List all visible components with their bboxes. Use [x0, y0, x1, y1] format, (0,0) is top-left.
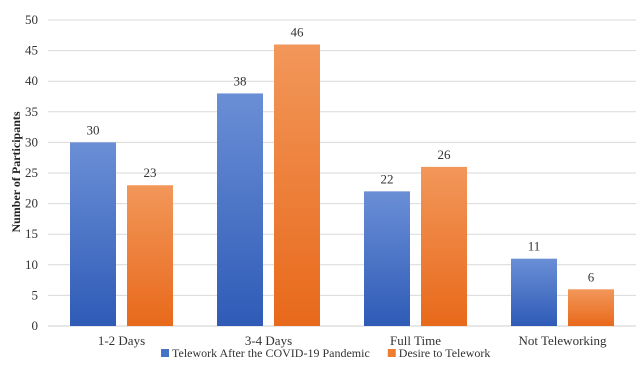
y-tick-label: 15 [25, 226, 38, 241]
y-tick-label: 45 [25, 43, 38, 58]
bar [217, 93, 263, 326]
legend-label: Desire to Telework [399, 346, 491, 360]
bar [364, 191, 410, 326]
data-labels: 30 23 38 46 22 26 11 6 [87, 24, 595, 284]
bar [274, 44, 320, 326]
y-tick-label: 25 [25, 165, 38, 180]
y-tick-label: 35 [25, 104, 38, 119]
bar [127, 185, 173, 326]
x-category-label: Full Time [390, 333, 441, 348]
data-label: 23 [144, 165, 157, 180]
y-tick-label: 0 [32, 318, 39, 333]
y-axis-ticks: 0 5 10 15 20 25 30 35 40 45 50 [25, 12, 38, 333]
y-tick-label: 50 [25, 12, 38, 27]
bar [70, 142, 116, 326]
legend-label: Telework After the COVID-19 Pandemic [172, 346, 370, 360]
x-category-label: 1-2 Days [98, 333, 145, 348]
y-tick-label: 20 [25, 196, 38, 211]
data-label: 38 [234, 73, 247, 88]
x-category-label: Not Teleworking [518, 333, 607, 348]
data-label: 46 [291, 24, 305, 39]
bar [511, 258, 557, 326]
bar [568, 289, 614, 326]
data-label: 11 [528, 239, 541, 254]
data-label: 6 [588, 269, 595, 284]
legend-swatch [387, 349, 396, 357]
data-label: 30 [87, 122, 100, 137]
data-label: 26 [438, 147, 452, 162]
x-axis-categories: 1-2 Days 3-4 Days Full Time Not Teleworking [98, 333, 607, 348]
y-tick-label: 30 [25, 134, 38, 149]
bars [70, 44, 614, 326]
x-category-label: 3-4 Days [245, 333, 292, 348]
y-tick-label: 10 [25, 257, 38, 272]
y-axis-title: Number of Participants [9, 111, 23, 232]
y-tick-label: 5 [32, 287, 39, 302]
legend-swatch [161, 349, 169, 357]
y-tick-label: 40 [25, 73, 38, 88]
legend: Telework After the COVID-19 Pandemic Desi… [161, 346, 490, 360]
bar [421, 166, 467, 326]
data-label: 22 [381, 171, 394, 186]
